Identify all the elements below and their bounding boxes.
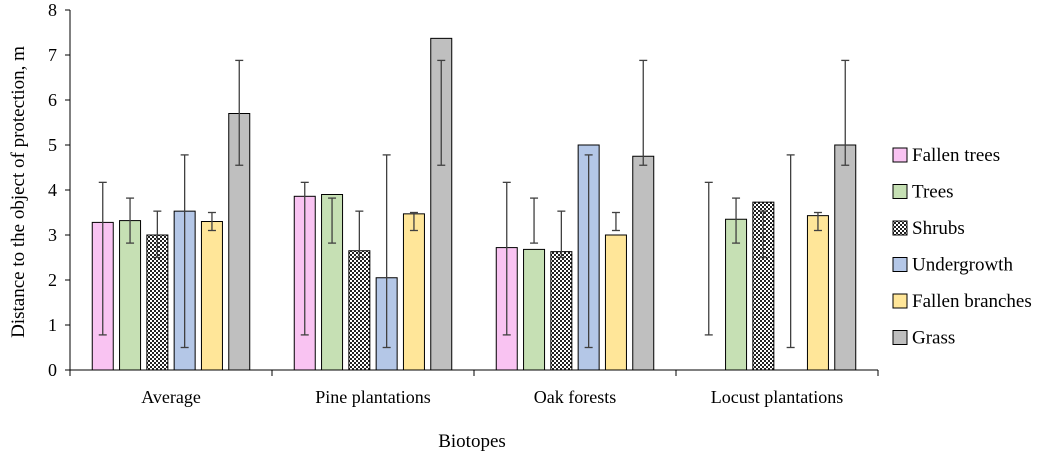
- legend-swatch: [892, 184, 908, 199]
- error-bar: [732, 197, 741, 244]
- bar-shrubs: [752, 201, 775, 371]
- x-tick-label: Pine plantations: [315, 387, 431, 407]
- error-bar: [530, 197, 539, 244]
- legend-label: Grass: [912, 328, 955, 349]
- bar-fallen-branches: [402, 213, 425, 371]
- legend-item: Grass: [892, 328, 955, 349]
- error-bar: [584, 154, 593, 349]
- bar-fallen-branches: [604, 234, 627, 371]
- legend-swatch: [892, 257, 908, 272]
- error-bar: [382, 154, 391, 349]
- y-axis-title: Distance to the object of protection, m: [8, 46, 29, 338]
- error-bar: [557, 210, 566, 259]
- error-bar: [611, 211, 620, 232]
- legend-swatch: [892, 330, 908, 345]
- y-tick-label: 7: [48, 45, 57, 65]
- bar-shrubs: [348, 250, 371, 371]
- y-tick-label: 4: [48, 180, 57, 200]
- error-bar: [355, 210, 364, 259]
- legend-label: Trees: [912, 182, 954, 203]
- bar-trees: [523, 248, 546, 371]
- y-tick-label: 8: [48, 0, 57, 20]
- x-axis-title: Biotopes: [438, 431, 506, 452]
- legend-label: Shrubs: [912, 218, 965, 239]
- y-tick-label: 5: [48, 135, 57, 155]
- x-tick-label: Oak forests: [534, 387, 616, 407]
- bar-fallen-branches: [200, 221, 223, 371]
- error-bar: [437, 59, 446, 166]
- error-bar: [328, 197, 337, 244]
- legend: Fallen trees Trees Shrubs Undergrowth Fallen…: [892, 145, 1032, 349]
- legend-label: Fallen branches: [912, 291, 1032, 312]
- bar-grass: [430, 37, 453, 371]
- error-bar: [126, 197, 135, 244]
- error-bar: [786, 154, 795, 349]
- plot-area: 0 1 2 3 4 5 6 7 8 Average Pine plantations Oak fore…: [48, 0, 879, 407]
- error-bar: [813, 211, 822, 232]
- bar-shrubs: [550, 251, 573, 371]
- legend-item: Shrubs: [892, 218, 965, 239]
- error-bar: [207, 211, 216, 232]
- y-tick-label: 2: [48, 270, 57, 290]
- legend-item: Fallen trees: [892, 145, 1000, 166]
- error-bar: [639, 59, 648, 166]
- bar-trees: [321, 194, 344, 371]
- error-bar: [180, 154, 189, 349]
- y-tick-label: 6: [48, 90, 57, 110]
- legend-item: Undergrowth: [892, 255, 1013, 276]
- y-tick-label: 3: [48, 225, 57, 245]
- error-bar: [704, 181, 713, 336]
- legend-swatch: [892, 220, 908, 236]
- error-bar: [153, 210, 162, 259]
- error-bar: [502, 181, 511, 336]
- error-bar: [235, 59, 244, 166]
- y-tick-label: 0: [48, 360, 57, 380]
- legend-swatch: [892, 293, 908, 309]
- error-bar: [759, 210, 768, 259]
- legend-label: Fallen trees: [912, 145, 1000, 166]
- x-tick-label: Locust plantations: [711, 387, 843, 407]
- bar-grass: [632, 155, 655, 371]
- legend-label: Undergrowth: [912, 255, 1013, 276]
- legend-item: Trees: [892, 182, 954, 203]
- error-bar: [98, 181, 107, 336]
- error-bar: [841, 59, 850, 166]
- error-bar: [300, 181, 309, 336]
- error-bar: [409, 211, 418, 232]
- legend-item: Fallen branches: [892, 291, 1032, 312]
- x-tick-label: Average: [141, 387, 201, 407]
- legend-swatch: [892, 147, 908, 163]
- bar-grass: [834, 144, 857, 371]
- bar-fallen-branches: [806, 215, 829, 371]
- y-tick-label: 1: [48, 315, 57, 335]
